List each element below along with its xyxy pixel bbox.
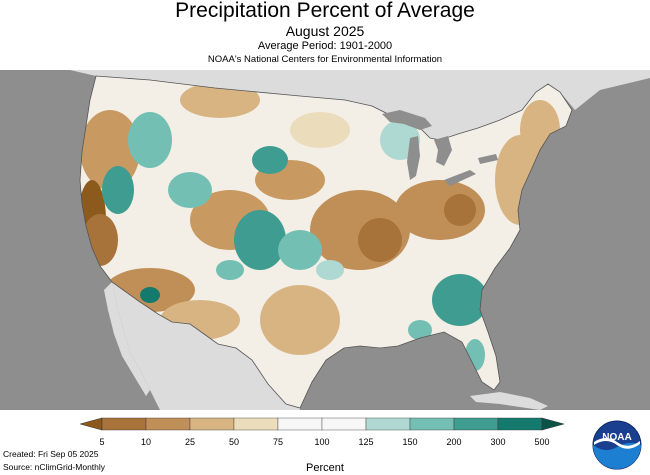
data-source: Source: nClimGrid-Monthly xyxy=(3,462,106,472)
legend-swatch xyxy=(497,417,543,431)
legend-tick-label: 50 xyxy=(229,437,239,447)
legend-tick-label: 25 xyxy=(185,437,195,447)
conus-outline xyxy=(79,75,573,409)
lake-superior xyxy=(382,110,432,130)
legend-swatch xyxy=(189,417,235,431)
legend-tick-label: 150 xyxy=(402,437,417,447)
noaa-logo-svg: NOAA xyxy=(592,420,642,470)
legend-title: Percent xyxy=(306,462,344,474)
legend-tick-label: 500 xyxy=(534,437,549,447)
legend-swatch xyxy=(409,417,455,431)
legend-swatch xyxy=(101,417,147,431)
cuba-land xyxy=(470,392,548,410)
legend-arrow-left xyxy=(80,417,103,431)
noaa-logo-text: NOAA xyxy=(602,432,631,443)
legend-arrow-right xyxy=(541,417,564,431)
agency-line: NOAA's National Centers for Environmenta… xyxy=(207,54,443,65)
legend-swatch xyxy=(145,417,191,431)
legend-svg: 5 10 25 50 75 100 125 150 200 300 500 xyxy=(80,417,564,447)
legend-tick-label: 300 xyxy=(490,437,505,447)
canada-land xyxy=(60,70,650,140)
color-legend: 5 10 25 50 75 100 125 150 200 300 500 xyxy=(80,414,564,454)
baja-peninsula xyxy=(104,282,150,396)
average-period: Average Period: 1901-2000 xyxy=(257,40,393,52)
created-date: Created: Fri Sep 05 2025 xyxy=(3,449,99,459)
lake-huron xyxy=(434,136,452,166)
legend-swatch xyxy=(365,417,411,431)
legend-tick-label: 10 xyxy=(141,437,151,447)
precipitation-map xyxy=(0,70,650,410)
map-subtitle: August 2025 xyxy=(285,23,365,39)
mexico-land xyxy=(112,282,300,410)
lake-michigan xyxy=(407,136,420,180)
legend-tick-label: 5 xyxy=(99,437,104,447)
lake-erie xyxy=(444,170,476,186)
legend-swatch xyxy=(321,417,367,431)
noaa-logo: NOAA xyxy=(592,420,642,470)
legend-swatch xyxy=(453,417,499,431)
legend-tick-label: 125 xyxy=(358,437,373,447)
map-svg xyxy=(60,70,650,410)
legend-tick-label: 100 xyxy=(314,437,329,447)
legend-swatch xyxy=(233,417,279,431)
map-title: Precipitation Percent of Average xyxy=(175,0,475,22)
legend-tick-label: 75 xyxy=(273,437,283,447)
lake-ontario xyxy=(478,154,498,164)
legend-swatch xyxy=(277,417,323,431)
legend-tick-label: 200 xyxy=(446,437,461,447)
